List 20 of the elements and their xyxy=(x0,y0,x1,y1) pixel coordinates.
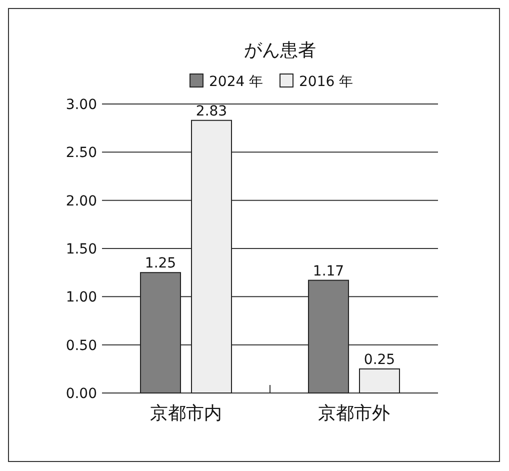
data-label: 2.83 xyxy=(196,103,228,120)
y-tick-label: 2.50 xyxy=(66,145,97,162)
legend-label: 2024 年 xyxy=(209,74,264,90)
y-tick-label: 0.00 xyxy=(66,386,97,402)
x-tick-label: 京都市外 xyxy=(318,403,390,424)
data-label: 1.25 xyxy=(144,256,176,272)
bar xyxy=(308,280,349,394)
data-label: 1.17 xyxy=(312,263,344,280)
legend-label: 2016 年 xyxy=(299,74,354,90)
bar xyxy=(359,368,400,394)
y-tick-label: 1.00 xyxy=(66,290,97,306)
y-tick-label: 1.50 xyxy=(66,242,97,258)
y-tick-label: 3.00 xyxy=(66,97,97,113)
y-tick-label: 0.50 xyxy=(66,338,97,354)
data-label: 0.25 xyxy=(364,352,396,368)
bar xyxy=(191,120,232,394)
y-tick-label: 2.00 xyxy=(66,193,97,210)
x-tick-label: 京都市内 xyxy=(150,403,222,424)
chart-title: がん患者 xyxy=(244,40,316,61)
bar xyxy=(140,272,181,394)
